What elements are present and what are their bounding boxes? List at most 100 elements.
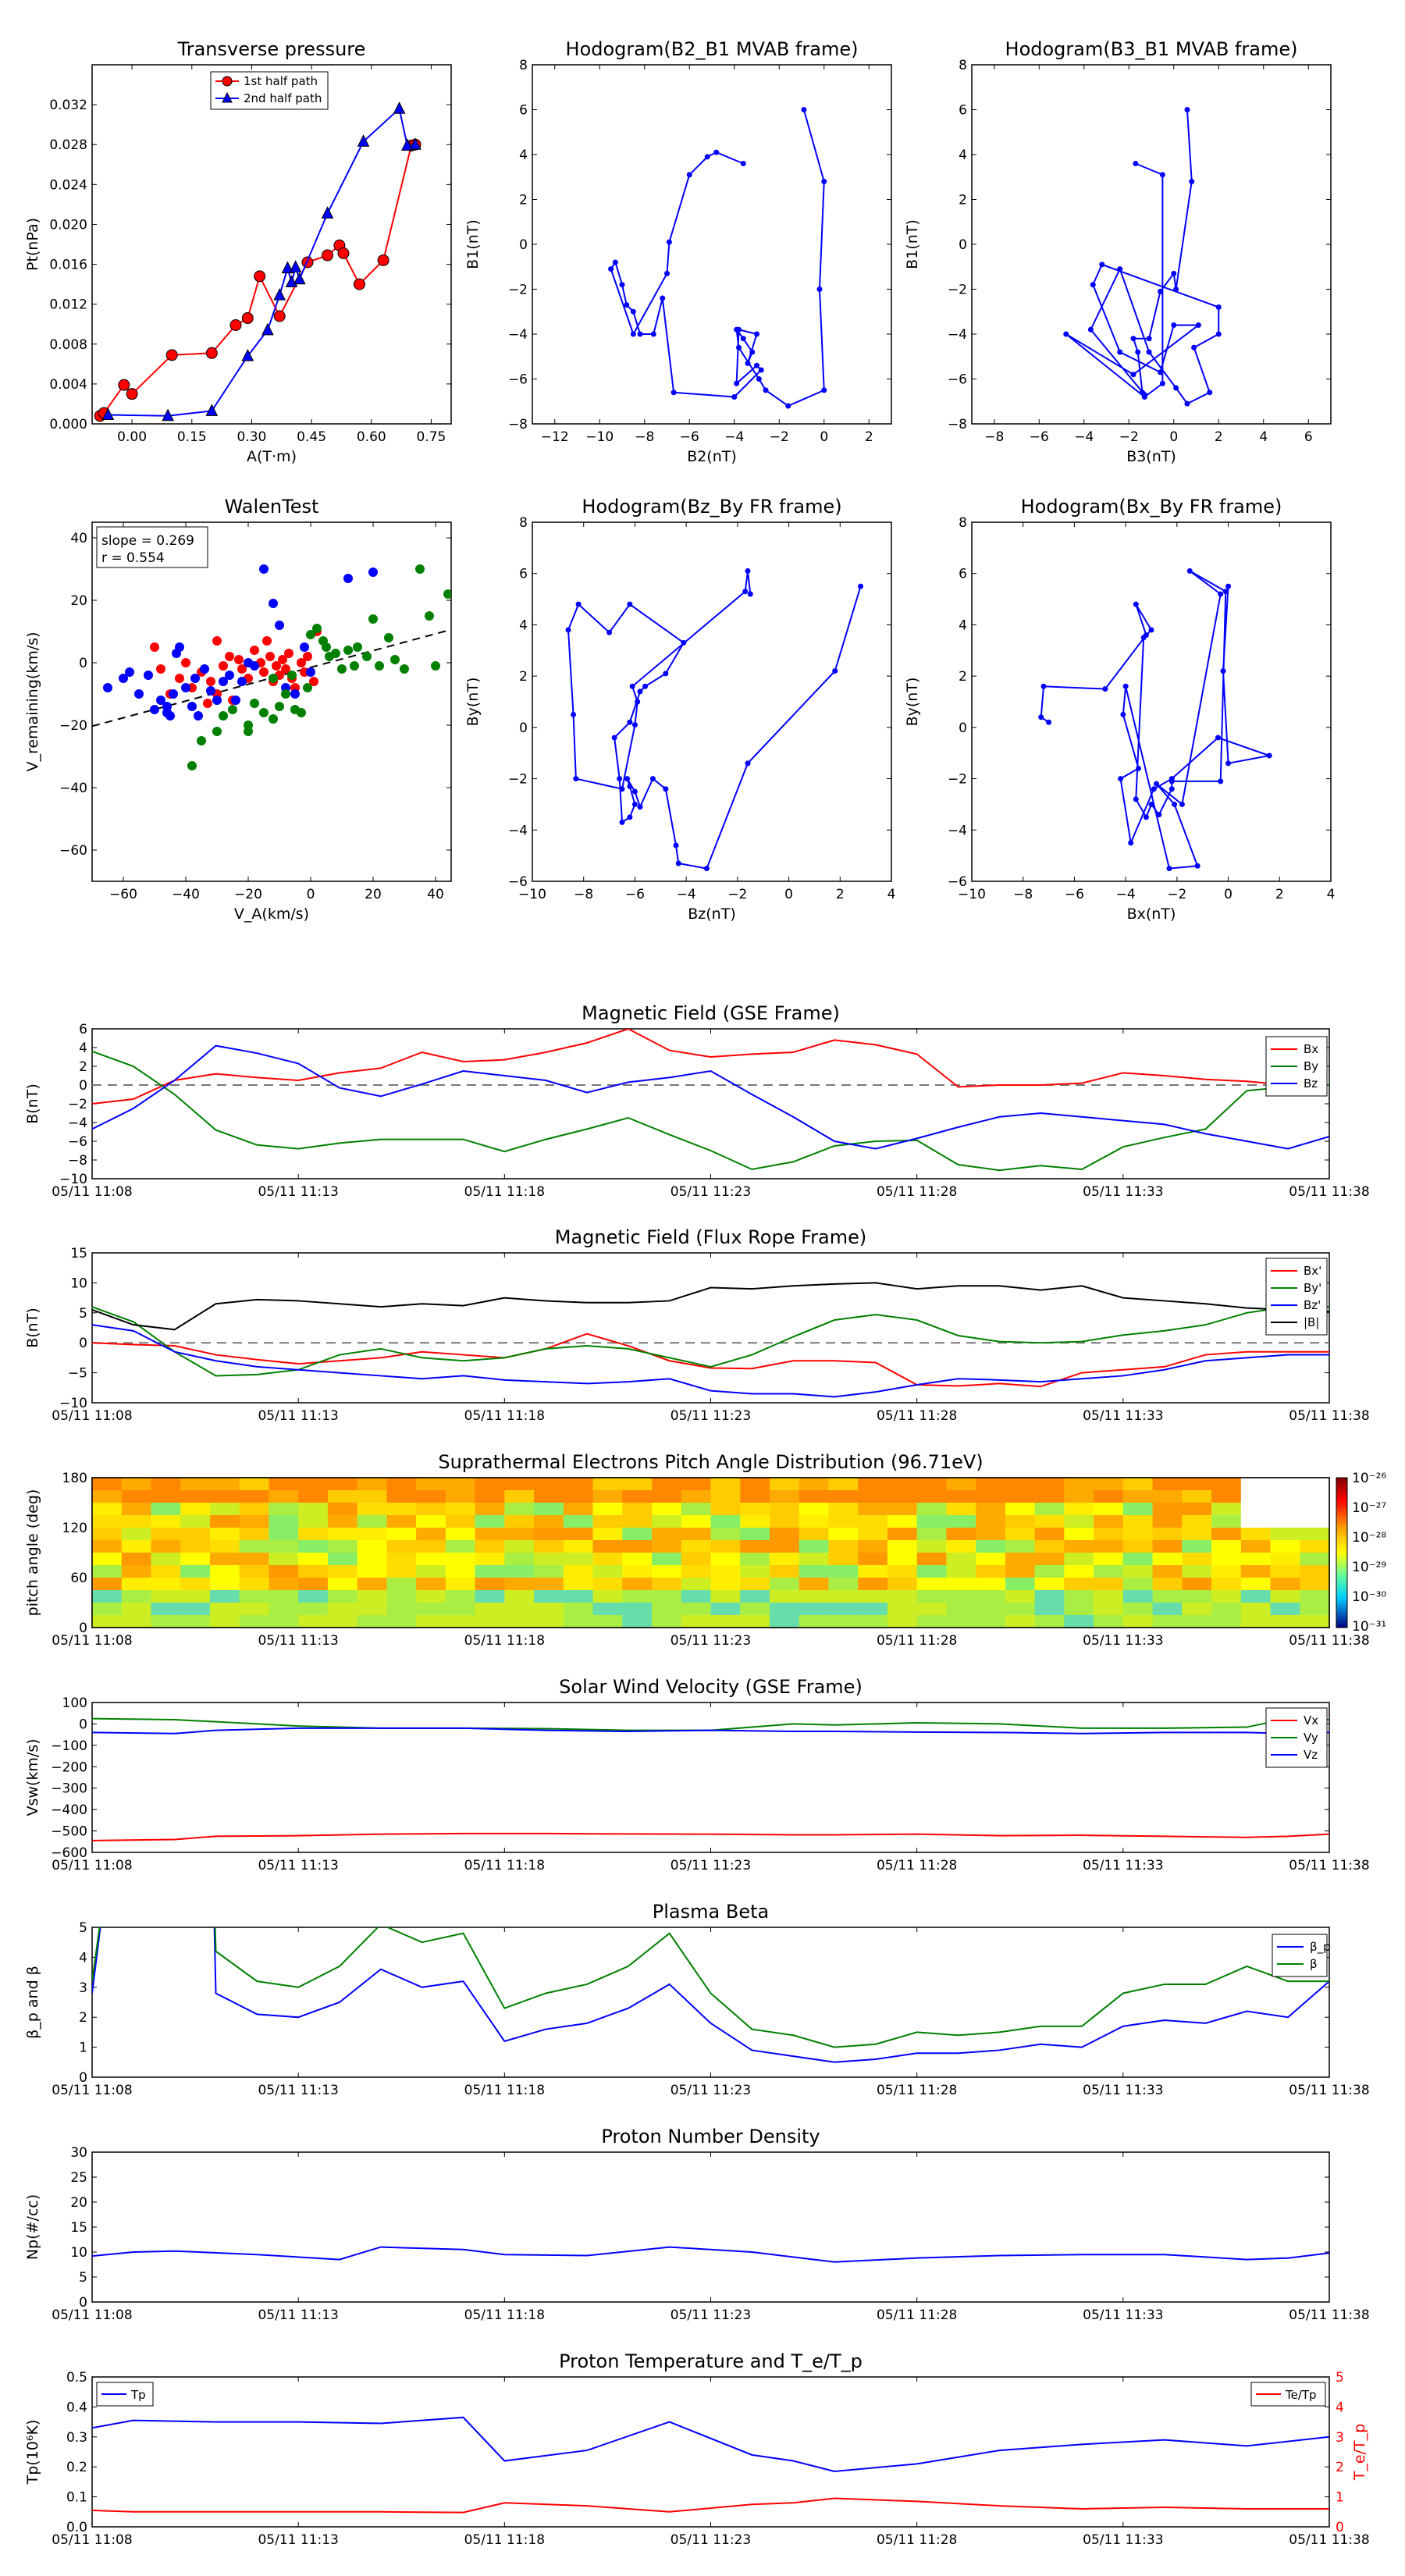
heatmap-cell — [209, 1553, 240, 1566]
heatmap-cell — [592, 1540, 623, 1553]
hodogram-point — [1148, 627, 1154, 633]
heatmap-cell — [1270, 1515, 1300, 1528]
data-point — [273, 288, 286, 301]
y-tick-label: 6 — [959, 567, 967, 582]
heatmap-cell — [1300, 1578, 1330, 1591]
series-line-TeTp — [92, 2497, 1329, 2514]
heatmap-cell — [622, 1540, 653, 1553]
y-tick-label: −8 — [948, 417, 967, 432]
y-tick-label: 8 — [959, 58, 967, 73]
x-tick-label: 4 — [1259, 429, 1268, 445]
scatter-point-blue — [181, 683, 190, 692]
data-point — [205, 347, 218, 359]
scatter-point-green — [197, 736, 206, 745]
heatmap-cell — [710, 1565, 741, 1578]
heatmap-cell — [327, 1503, 358, 1516]
x-tick-label: 05/11 11:33 — [1083, 1408, 1163, 1424]
x-tick-label: −2 — [1119, 429, 1139, 445]
scatter-point-green — [322, 642, 331, 652]
heatmap-cell — [239, 1553, 269, 1566]
heatmap-cell — [1094, 1603, 1124, 1616]
hodogram-point — [686, 172, 692, 178]
x-tick-label: −10 — [585, 429, 614, 445]
tp-panel: Proton Temperature and T_e/T_p 05/11 11:0… — [24, 2350, 1370, 2548]
heatmap-cell — [1064, 1528, 1094, 1541]
scatter-point-green — [250, 699, 259, 708]
heatmap-cell — [710, 1490, 741, 1503]
heatmap-cell — [1182, 1490, 1212, 1503]
hodogram-point — [1215, 735, 1221, 741]
heatmap-cell — [269, 1578, 299, 1591]
heatmap-cell — [475, 1615, 505, 1628]
hodogram-point — [1063, 331, 1069, 337]
heatmap-cell — [1122, 1603, 1154, 1616]
heatmap-cell — [1211, 1528, 1242, 1541]
y-tick-label: 0.3 — [66, 2430, 87, 2446]
hodogram-point — [1266, 753, 1272, 759]
heatmap-cell — [916, 1540, 947, 1553]
heatmap-cell — [1034, 1615, 1065, 1628]
y-tick-label: −8 — [508, 417, 528, 432]
right-y-tick-label: 2 — [1336, 2460, 1344, 2475]
heatmap-cell — [534, 1528, 564, 1541]
heatmap-cell — [769, 1615, 800, 1628]
heatmap-cell — [946, 1528, 976, 1541]
heatmap-cell — [504, 1528, 535, 1541]
heatmap-cell — [151, 1515, 181, 1528]
scatter-point-red — [150, 642, 159, 652]
colorbar: 10⁻²⁶ 10⁻²⁷ 10⁻²⁸ 10⁻²⁹ 10⁻³⁰ 10⁻³¹ — [1336, 1471, 1386, 1635]
heatmap-cell — [534, 1615, 564, 1628]
heatmap-cell — [710, 1528, 741, 1541]
heatmap-cell — [1064, 1578, 1094, 1591]
hodogram-point — [681, 639, 687, 646]
heatmap-cell — [1240, 1515, 1272, 1528]
heatmap-cell — [1211, 1515, 1242, 1528]
hodogram-point — [1186, 568, 1193, 574]
hodogram-point — [1038, 714, 1044, 720]
hodogram-point — [631, 722, 638, 728]
heatmap-cell — [1122, 1578, 1154, 1591]
hodogram-point — [1128, 840, 1134, 846]
heatmap-cell — [1182, 1565, 1212, 1578]
hodogram-point — [1122, 683, 1129, 689]
heatmap-cell — [504, 1603, 535, 1616]
heatmap-cell — [534, 1490, 564, 1503]
x-tick-label: 0.00 — [117, 429, 147, 445]
data-point — [357, 134, 370, 147]
heatmap-cell — [180, 1603, 211, 1616]
x-tick-label: 05/11 11:08 — [52, 1184, 132, 1200]
hodogram-point — [1215, 331, 1222, 337]
scatter-point-green — [425, 611, 434, 621]
x-tick-label: −12 — [541, 429, 569, 445]
pad-panel: Suprathermal Electrons Pitch Angle Distr… — [24, 1451, 1370, 1649]
hodogram-point — [1133, 601, 1139, 607]
x-tick-label: 0.30 — [237, 429, 267, 445]
heatmap-cell — [976, 1615, 1006, 1628]
hodogram-point — [801, 107, 807, 112]
y-tick-label: −2 — [508, 283, 528, 298]
scatter-point-red — [278, 655, 287, 664]
x-tick-label: 0.45 — [297, 429, 326, 445]
hodogram-point — [663, 786, 669, 792]
heatmap-cell — [916, 1478, 947, 1491]
x-axis-label: Bz(nT) — [688, 906, 735, 923]
heatmap-cell — [828, 1528, 859, 1541]
chart-title: Hodogram(Bz_By FR frame) — [582, 496, 841, 518]
hodogram-point — [821, 179, 827, 184]
x-tick-label: 20 — [365, 887, 382, 902]
heatmap-cell — [92, 1478, 123, 1491]
right-y-axis-label: T_e/T_p — [1351, 2424, 1368, 2481]
hodogram-point — [745, 568, 751, 574]
heatmap-cell — [563, 1590, 594, 1603]
y-tick-label: 0.032 — [49, 98, 87, 113]
data-point — [321, 206, 334, 219]
heatmap-cell — [416, 1578, 446, 1591]
heatmap-cell — [1152, 1478, 1183, 1491]
scatter-point-red — [181, 658, 190, 667]
legend-label: Bz — [1304, 1076, 1318, 1091]
hodogram-path — [1065, 109, 1220, 405]
heatmap-cell — [652, 1490, 682, 1503]
y-tick-label: 6 — [79, 1022, 87, 1037]
hodogram-point — [608, 266, 614, 272]
heatmap-cell — [327, 1478, 358, 1491]
